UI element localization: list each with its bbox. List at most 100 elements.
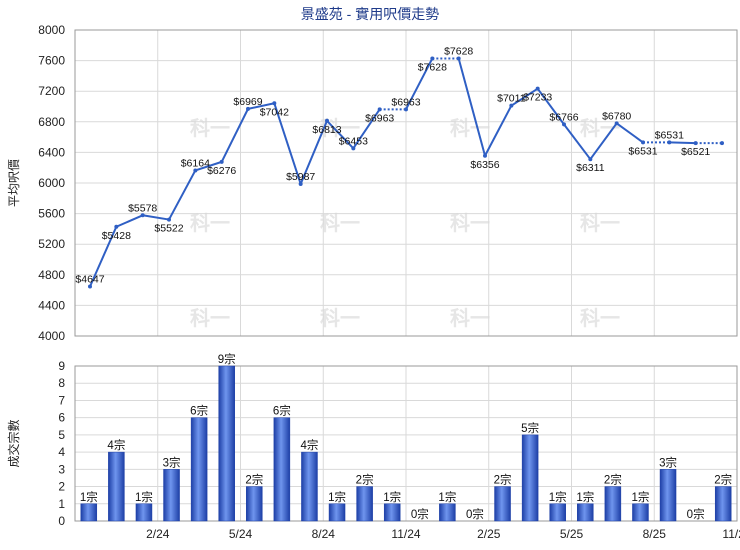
data-point (88, 284, 92, 289)
bar-label: 0宗 (466, 507, 484, 521)
bar (494, 486, 511, 522)
bar (714, 486, 732, 522)
bar (301, 451, 318, 522)
data-point (430, 56, 435, 61)
y-tick-label: 7600 (38, 54, 65, 68)
data-label: $7628 (418, 61, 447, 73)
data-label: $5428 (102, 230, 131, 242)
bar (80, 503, 98, 522)
series-line-segment (299, 120, 328, 185)
bar-label: 0宗 (411, 507, 429, 521)
y-tick-label: 5 (58, 428, 65, 442)
bar-label: 3宗 (659, 455, 677, 469)
series-line-segment (142, 214, 170, 221)
bar-label: 1宗 (549, 490, 567, 504)
bar (328, 503, 346, 522)
series-line-segment (563, 123, 592, 160)
x-tick-label: 11/24 (391, 527, 420, 541)
bar-label: 9宗 (218, 352, 236, 366)
series-line-segment (89, 226, 118, 287)
data-label: $6780 (602, 110, 631, 122)
data-point (404, 107, 408, 112)
watermark-text: 科一 (580, 211, 620, 235)
watermark-text: 科一 (450, 306, 490, 330)
volume-chart: 0 1 2 3 4 5 6 7 8 9 成交宗數 1宗 4宗 1宗 3宗 6宗 9宗 2宗 6宗 4宗 1宗 2宗 1宗 0宗… (6, 352, 740, 541)
bar (108, 451, 125, 522)
data-point (377, 107, 382, 112)
bar-label: 2宗 (714, 473, 732, 487)
y-tick-label: 1 (58, 497, 65, 511)
data-point (219, 159, 224, 164)
series-line-segment (669, 141, 696, 145)
series-line-segment (220, 108, 249, 163)
data-point (614, 121, 619, 126)
data-label: $7042 (260, 106, 289, 118)
bar-label: 6宗 (190, 404, 208, 418)
data-label: $6164 (181, 157, 210, 169)
y-tick-label: 4000 (38, 329, 65, 343)
bar-label: 4宗 (107, 438, 125, 452)
series-line-segment (616, 122, 644, 144)
bar-label: 4宗 (301, 438, 319, 452)
y-tick-label: 5600 (38, 207, 65, 221)
y-tick-label: 2 (58, 480, 65, 494)
data-label: $6531 (628, 145, 657, 157)
data-point (193, 168, 198, 173)
data-label: $5578 (128, 202, 157, 214)
data-point (167, 217, 171, 222)
data-label: $6276 (207, 165, 236, 177)
x-tick-label: 2/24 (146, 527, 170, 541)
data-label: $7011 (497, 93, 526, 105)
y-tick-label: 7200 (38, 84, 65, 98)
bar-label: 2宗 (604, 473, 622, 487)
watermark-text: 科一 (320, 306, 360, 330)
series-line-segment (510, 87, 539, 107)
series-line-segment (352, 108, 381, 149)
bar (604, 486, 622, 522)
y-tick-label: 6000 (38, 176, 65, 190)
plot-frame (74, 365, 738, 522)
data-label: $6453 (339, 135, 368, 147)
data-point (140, 213, 145, 218)
data-label: $4647 (75, 274, 104, 286)
bar-label: 1宗 (135, 490, 153, 504)
bar-label: 1宗 (383, 490, 401, 504)
series-line-segment (247, 102, 275, 110)
data-label: $6356 (470, 159, 499, 171)
bar-label: 5宗 (521, 421, 539, 435)
bar-label: 3宗 (163, 455, 181, 469)
data-label: $6766 (549, 111, 578, 123)
y-tick-label: 6400 (38, 145, 65, 159)
series-line-segment (484, 105, 513, 157)
data-point (509, 103, 514, 108)
bar-label: 1宗 (576, 490, 594, 504)
y-tick-label: 5200 (38, 237, 65, 251)
data-point (325, 118, 329, 123)
watermark-text: 科一 (450, 211, 490, 235)
bar (549, 503, 566, 522)
data-label: $6311 (576, 162, 605, 174)
y-tick-label: 9 (58, 359, 65, 373)
bar-label: 1宗 (632, 490, 650, 504)
bar-label: 2宗 (356, 473, 374, 487)
y-tick-label: 4400 (38, 298, 65, 312)
watermark-text: 科一 (190, 211, 230, 235)
bar-label: 1宗 (80, 490, 98, 504)
watermark-text: 科一 (320, 211, 360, 235)
y-axis-label: 成交宗數 (6, 419, 21, 467)
bar (521, 434, 539, 522)
data-label: $6963 (391, 96, 420, 108)
x-tick-label: 8/24 (312, 527, 336, 541)
watermark-text: 科一 (580, 306, 620, 330)
data-label: $5987 (286, 171, 315, 183)
data-label: $6813 (312, 124, 341, 136)
data-point (562, 122, 566, 127)
data-point (693, 141, 698, 146)
bar-label: 1宗 (438, 490, 456, 504)
y-tick-label: 7 (58, 393, 65, 407)
bar (383, 503, 401, 522)
data-point (483, 153, 487, 158)
plot-frame (74, 29, 738, 337)
